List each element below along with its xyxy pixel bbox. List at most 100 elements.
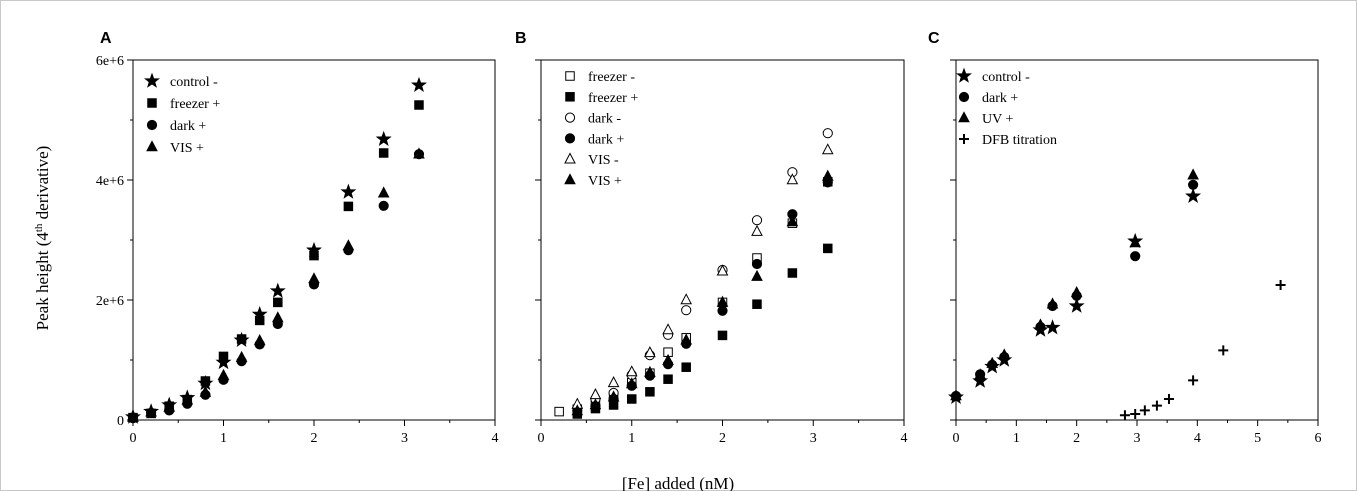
legend-label: VIS + xyxy=(588,174,622,189)
data-point xyxy=(822,128,833,139)
data-point xyxy=(236,334,247,344)
panel-label: C xyxy=(928,30,940,47)
x-tick-label: 2 xyxy=(1073,431,1080,446)
x-tick-label: 2 xyxy=(719,431,726,446)
data-point xyxy=(1188,179,1199,190)
data-point xyxy=(1187,168,1199,180)
data-point xyxy=(342,239,355,251)
data-point xyxy=(751,215,763,226)
x-tick-label: 0 xyxy=(538,431,545,446)
data-point xyxy=(1130,409,1141,419)
legend-label: control - xyxy=(982,70,1030,85)
x-tick-label: 3 xyxy=(810,431,817,446)
legend-label: freezer + xyxy=(588,91,638,106)
legend-marker xyxy=(144,72,160,88)
legend-marker xyxy=(958,91,970,103)
data-point xyxy=(821,143,834,155)
y-axis-label-superscript: th xyxy=(33,223,45,232)
data-point xyxy=(681,362,691,372)
data-point xyxy=(663,374,673,384)
legend-label: dark + xyxy=(982,91,1018,106)
data-point xyxy=(411,76,427,92)
data-point xyxy=(414,100,424,110)
legend-marker xyxy=(565,92,575,102)
y-tick-label: 6e+6 xyxy=(96,54,124,69)
data-point xyxy=(645,387,655,397)
data-point xyxy=(181,393,194,405)
panel-b: B 0 1 2 3 4 freezer - freezer + dark - dark + VIS … xyxy=(515,30,908,446)
data-point xyxy=(309,250,319,261)
data-point xyxy=(1070,286,1083,298)
legend-marker xyxy=(147,98,157,108)
data-point xyxy=(1275,280,1286,290)
x-tick-label: 0 xyxy=(130,431,137,446)
legend-marker xyxy=(146,119,158,131)
data-point xyxy=(571,404,584,416)
series-vis- xyxy=(571,169,834,416)
y-tick-label: 0 xyxy=(117,414,124,429)
legend-label: control - xyxy=(170,75,218,90)
data-point xyxy=(340,183,357,199)
legend-marker xyxy=(564,112,576,123)
data-point xyxy=(235,350,248,362)
data-point xyxy=(716,264,729,276)
legend: control - dark + UV + DFB titration xyxy=(956,67,1057,148)
data-point xyxy=(751,269,763,281)
data-point xyxy=(163,400,176,412)
data-point xyxy=(1139,405,1150,416)
data-point xyxy=(998,348,1011,360)
data-point xyxy=(308,272,320,284)
panel-label: B xyxy=(515,30,527,47)
legend-marker xyxy=(959,134,969,144)
data-point xyxy=(823,243,833,254)
data-point xyxy=(821,169,834,181)
data-point xyxy=(1129,236,1142,248)
data-point xyxy=(625,365,638,377)
x-tick-label: 4 xyxy=(492,431,499,446)
data-point xyxy=(269,282,286,298)
data-point xyxy=(378,148,389,158)
data-point xyxy=(1151,400,1162,411)
legend-label: UV + xyxy=(982,112,1013,127)
data-point xyxy=(717,305,728,316)
data-point xyxy=(786,173,799,185)
data-point xyxy=(199,385,212,397)
data-point xyxy=(786,215,799,227)
legend-marker xyxy=(565,71,575,81)
data-point xyxy=(145,405,157,417)
data-point xyxy=(751,224,763,236)
data-point xyxy=(254,315,265,326)
series-dark- xyxy=(127,149,425,424)
legend-label: freezer + xyxy=(170,97,220,112)
y-axis-label-tail: derivative) xyxy=(33,146,52,224)
data-point xyxy=(589,388,602,400)
legend-label: dark - xyxy=(588,112,621,127)
data-point xyxy=(680,293,693,305)
data-point xyxy=(986,356,999,368)
data-point xyxy=(974,368,986,380)
legend-label: DFB titration xyxy=(982,133,1057,148)
legend-marker xyxy=(564,133,576,144)
data-point xyxy=(1046,297,1059,309)
data-point xyxy=(607,376,620,388)
legend-marker xyxy=(956,67,972,83)
x-tick-label: 1 xyxy=(220,431,227,446)
data-point xyxy=(627,394,637,404)
data-point xyxy=(343,201,354,212)
data-point xyxy=(644,346,656,358)
data-point xyxy=(607,390,620,402)
x-tick-label: 1 xyxy=(628,431,635,446)
legend-marker xyxy=(564,152,576,164)
data-point xyxy=(554,406,564,417)
x-tick-label: 4 xyxy=(1194,431,1201,446)
series-dfb-titration xyxy=(1119,280,1286,421)
legend: freezer - freezer + dark - dark + VIS - VIS + xyxy=(564,70,638,189)
legend-marker xyxy=(564,173,576,185)
x-tick-label: 5 xyxy=(1254,431,1261,446)
legend-label: freezer - xyxy=(588,70,635,85)
data-point xyxy=(1188,375,1199,386)
x-tick-label: 3 xyxy=(401,431,408,446)
y-axis-label-main: Peak height (4 xyxy=(33,232,52,331)
series-vis- xyxy=(571,143,834,409)
